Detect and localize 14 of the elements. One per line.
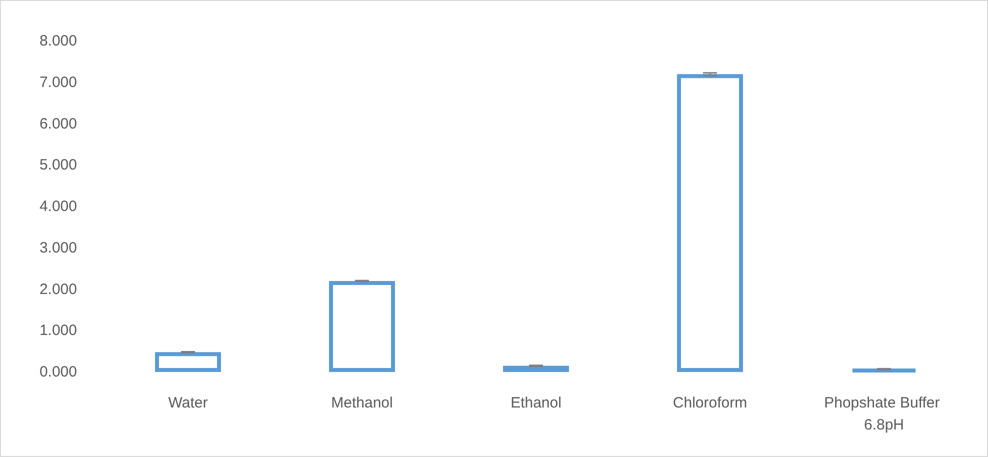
y-tick-label: 0.000 [39, 364, 77, 380]
y-tick-label: 7.000 [39, 74, 77, 91]
y-tick-label: 8.000 [39, 32, 77, 50]
y-tick-label: 6.000 [39, 115, 77, 132]
y-tick-label: 5.000 [39, 156, 77, 174]
y-tick-label: 3.000 [39, 239, 77, 256]
x-tick-label: Chloroform [672, 394, 748, 412]
x-tick-label: Phopshate Buffer 6.8pH [824, 394, 944, 434]
x-tick-label: Ethanol [510, 394, 562, 412]
y-tick-label: 2.000 [39, 280, 77, 298]
x-tick-label: Water [168, 394, 208, 412]
x-tick-label: Methanol [331, 394, 393, 412]
y-tick-label: 1.000 [39, 322, 77, 340]
y-tick-label: 4.000 [39, 198, 77, 215]
